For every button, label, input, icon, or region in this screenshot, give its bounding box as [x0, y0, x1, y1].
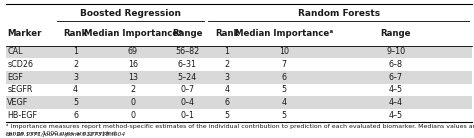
Text: 5–24: 5–24 — [178, 73, 197, 82]
Text: 6–31: 6–31 — [178, 60, 197, 69]
Text: sEGFR: sEGFR — [7, 85, 33, 95]
Text: 10: 10 — [279, 47, 289, 56]
Bar — [6, 71, 472, 84]
Text: 4: 4 — [225, 85, 229, 95]
Bar — [6, 96, 472, 109]
Text: Rank: Rank — [215, 29, 239, 38]
Text: 2: 2 — [73, 60, 78, 69]
Text: 4: 4 — [73, 85, 78, 95]
Text: 5: 5 — [282, 85, 287, 95]
Text: 7: 7 — [282, 60, 287, 69]
Text: 6–7: 6–7 — [389, 73, 403, 82]
Text: 3: 3 — [73, 73, 78, 82]
Text: 4–4: 4–4 — [389, 98, 403, 107]
Text: 13: 13 — [128, 73, 137, 82]
Text: 1: 1 — [73, 47, 78, 56]
Text: Median Importanceᵃ: Median Importanceᵃ — [235, 29, 333, 38]
Text: 5: 5 — [225, 111, 229, 120]
Text: 0–7: 0–7 — [180, 85, 194, 95]
Text: VEGF: VEGF — [7, 98, 28, 107]
Text: Range: Range — [381, 29, 411, 38]
Text: 69: 69 — [128, 47, 138, 56]
Text: 3: 3 — [225, 73, 229, 82]
Text: Range: Range — [172, 29, 203, 38]
Text: CAL: CAL — [7, 47, 23, 56]
Text: sCD26: sCD26 — [7, 60, 33, 69]
Text: ᵃ Importance measures report method-specific estimates of the individual contrib: ᵃ Importance measures report method-spec… — [6, 124, 474, 136]
Text: 0–1: 0–1 — [181, 111, 194, 120]
Text: 5: 5 — [282, 111, 287, 120]
Text: 2: 2 — [225, 60, 229, 69]
Text: 6–8: 6–8 — [389, 60, 403, 69]
Text: 56–82: 56–82 — [175, 47, 200, 56]
Text: doi:10.1371/journal.pone.0127318.t004: doi:10.1371/journal.pone.0127318.t004 — [6, 132, 126, 137]
Text: Marker: Marker — [7, 29, 42, 38]
Text: 4–5: 4–5 — [389, 85, 403, 95]
Text: 6: 6 — [73, 111, 78, 120]
Text: Boosted Regression: Boosted Regression — [80, 10, 181, 18]
Text: 1: 1 — [225, 47, 229, 56]
Text: Rank: Rank — [64, 29, 88, 38]
Text: 0–4: 0–4 — [181, 98, 194, 107]
Text: 4: 4 — [282, 98, 287, 107]
Text: EGF: EGF — [7, 73, 23, 82]
Text: 6: 6 — [225, 98, 229, 107]
Text: 0: 0 — [130, 111, 135, 120]
Text: 16: 16 — [128, 60, 137, 69]
Text: 2: 2 — [130, 85, 135, 95]
Text: 6: 6 — [282, 73, 287, 82]
Text: 0: 0 — [130, 98, 135, 107]
Text: Median Importanceᵃ: Median Importanceᵃ — [83, 29, 182, 38]
Bar — [6, 46, 472, 58]
Text: 5: 5 — [73, 98, 78, 107]
Text: Random Forests: Random Forests — [298, 10, 380, 18]
Text: 4–5: 4–5 — [389, 111, 403, 120]
Text: 9–10: 9–10 — [386, 47, 405, 56]
Text: HB-EGF: HB-EGF — [7, 111, 37, 120]
